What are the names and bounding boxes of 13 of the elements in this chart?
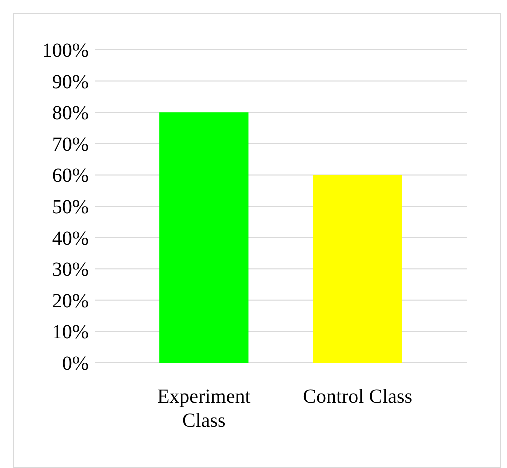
x-tick-label: Control Class (303, 386, 413, 408)
y-tick-label: 20% (52, 290, 89, 312)
y-tick-label: 90% (52, 71, 89, 94)
y-tick-label: 50% (52, 196, 89, 218)
y-tick-label: 0% (62, 353, 89, 375)
y-tick-label: 70% (52, 134, 89, 156)
y-tick-label: 60% (52, 165, 89, 188)
y-tick-label: 40% (52, 228, 89, 250)
y-tick-label: 100% (42, 40, 89, 62)
y-tick-label: 80% (52, 102, 89, 125)
y-tick-label: 30% (52, 259, 89, 282)
y-tick-label: 10% (52, 322, 89, 344)
x-tick-label: Experiment Class (157, 386, 252, 432)
